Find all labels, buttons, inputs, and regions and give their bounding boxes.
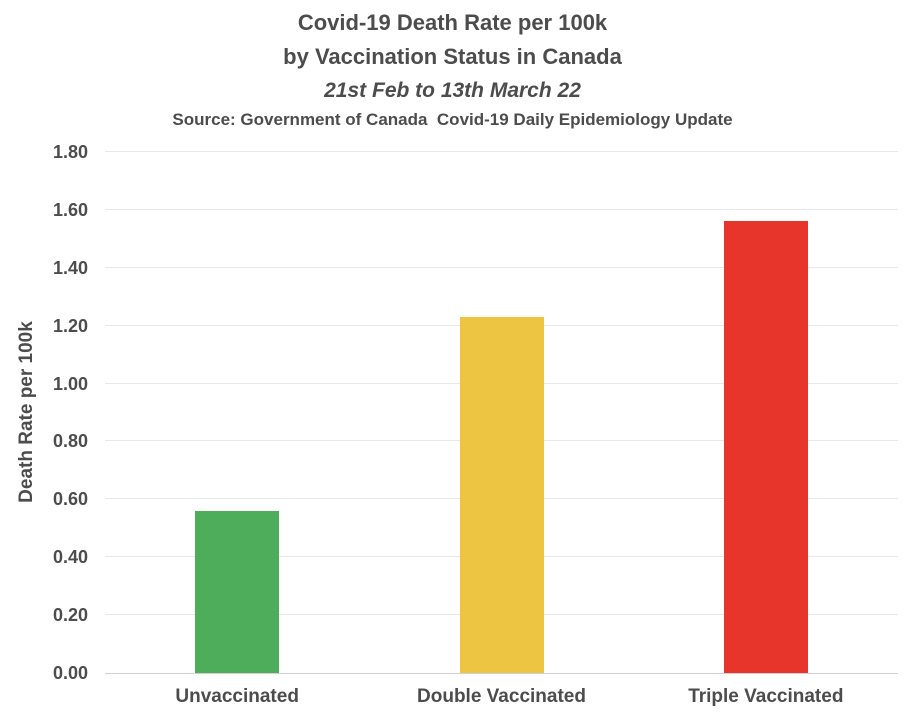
x-category-label-triple-vaccinated: Triple Vaccinated	[688, 686, 844, 707]
y-tick-label: 0.00	[52, 663, 88, 683]
gridline	[105, 151, 898, 152]
chart-subtitle: 21st Feb to 13th March 22	[324, 79, 581, 102]
bar-triple-vaccinated	[723, 221, 808, 673]
x-axis-labels: Unvaccinated Double Vaccinated Triple Vacc…	[105, 685, 898, 713]
bar-double-vaccinated	[459, 316, 544, 673]
chart-title-line-1: Covid-19 Death Rate per 100k	[297, 10, 608, 35]
bar-unvaccinated	[195, 510, 280, 673]
y-axis-ticks: 0.00 0.20 0.40 0.60 0.80 1.00 1.20 1.40 1.60 1.80	[0, 143, 88, 682]
y-tick-label: 1.60	[52, 199, 88, 220]
y-tick-label: 0.20	[52, 605, 88, 626]
gridline	[105, 208, 898, 210]
y-tick-label: 0.40	[52, 547, 88, 568]
gridline	[105, 266, 898, 268]
chart-title-line-2: by Vaccination Status in Canada	[283, 44, 622, 69]
x-category-label-double-vaccinated: Double Vaccinated	[417, 686, 586, 707]
y-tick-label: 1.20	[52, 315, 88, 336]
x-category-label-unvaccinated: Unvaccinated	[175, 686, 299, 707]
y-tick-label: 1.80	[52, 142, 88, 162]
y-tick-label: 0.60	[52, 489, 88, 510]
y-tick-label: 1.00	[52, 373, 88, 394]
chart-title-block: Covid-19 Death Rate per 100k by Vaccinat…	[0, 6, 905, 133]
plot-area	[105, 151, 898, 674]
chart-source-note: Source: Government of Canada Covid-19 Da…	[172, 110, 733, 129]
y-tick-label: 0.80	[52, 431, 88, 452]
y-tick-label: 1.40	[52, 257, 88, 278]
